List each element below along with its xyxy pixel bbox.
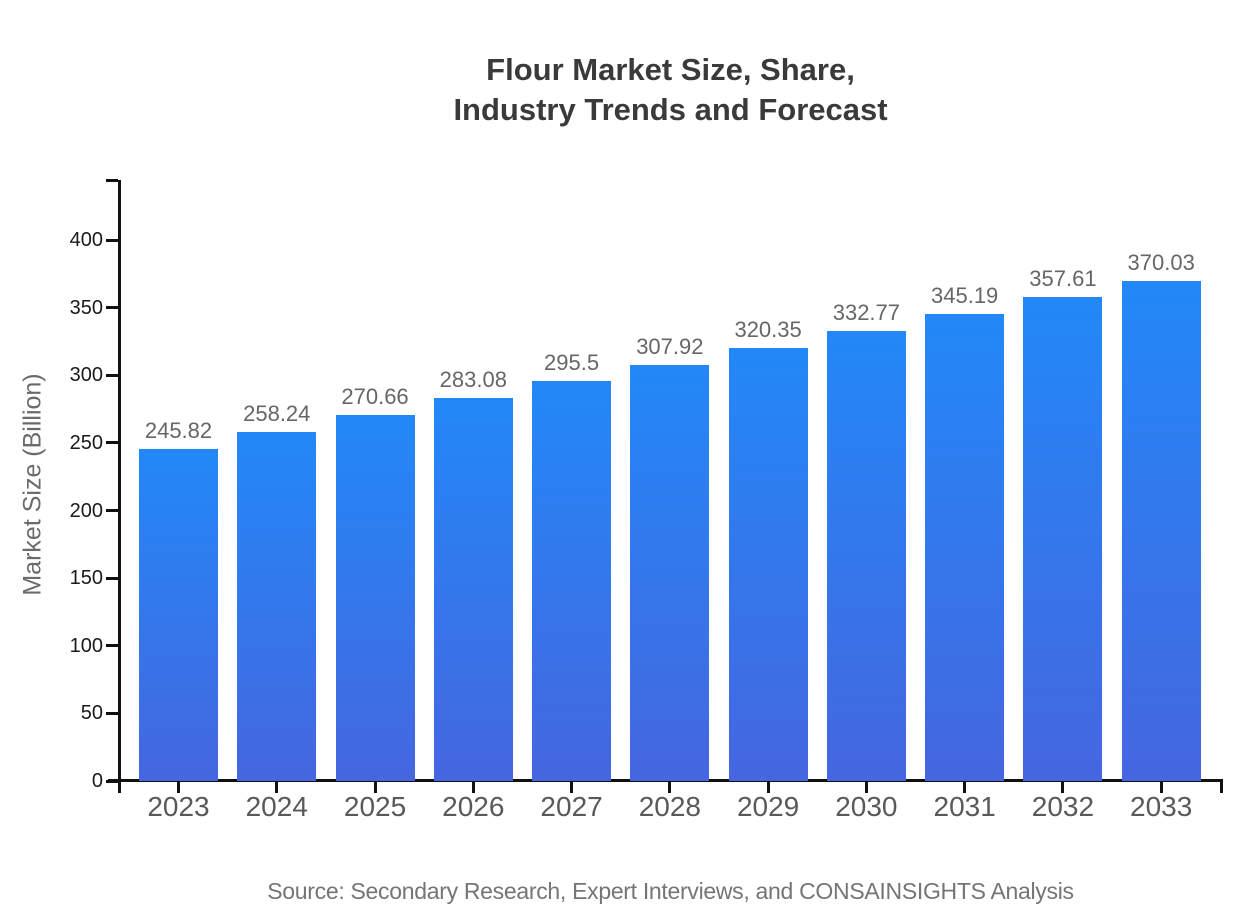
bar-2028 [630, 364, 710, 781]
y-tick-label: 200 [69, 499, 103, 522]
x-tick-mark [177, 781, 180, 793]
y-tick-mark [106, 576, 118, 580]
y-tick-label: 0 [91, 770, 103, 792]
x-tick-label: 2030 [835, 791, 898, 822]
bar-value-label: 332.77 [832, 299, 901, 325]
y-axis-top-cap [106, 179, 118, 182]
x-tick-mark [1159, 781, 1163, 793]
y-tick-label: 300 [69, 364, 103, 387]
x-tick-label: 2031 [933, 791, 996, 822]
bar-value-label: 345.19 [931, 283, 999, 309]
x-tick-mark [766, 781, 770, 793]
bar-2025 [335, 414, 415, 781]
bar-value-label: 295.5 [544, 350, 600, 376]
y-tick-mark [106, 373, 118, 377]
x-tick-label: 2024 [245, 791, 308, 822]
y-tick-mark [106, 238, 118, 242]
x-tick-mark [275, 781, 279, 793]
bar-value-label: 357.61 [1029, 266, 1097, 292]
y-tick-label: 400 [69, 229, 103, 251]
y-tick-mark [106, 306, 118, 310]
bar-2027 [532, 381, 612, 781]
bar-value-label: 283.08 [439, 367, 507, 393]
source-caption: Source: Secondary Research, Expert Inter… [267, 878, 1074, 904]
x-tick-label: 2032 [1031, 791, 1095, 822]
x-tick-label: 2023 [147, 791, 210, 822]
bar-2031 [925, 314, 1005, 781]
bar-2030 [826, 330, 906, 781]
bar-2029 [728, 347, 808, 781]
bar-value-label: 370.03 [1127, 249, 1195, 275]
x-tick-mark [373, 781, 377, 793]
x-tick-label: 2033 [1130, 791, 1193, 822]
bar-2026 [433, 398, 513, 781]
chart-title-line-2: Industry Trends and Forecast [453, 92, 888, 127]
x-axis-end-cap [1220, 781, 1223, 793]
y-tick-mark [106, 441, 118, 445]
y-axis-line [118, 180, 121, 792]
x-tick-mark [471, 781, 475, 793]
bar-2033 [1121, 280, 1201, 781]
x-tick-label: 2028 [638, 791, 701, 822]
x-tick-mark [963, 781, 967, 793]
x-tick-mark [668, 781, 672, 793]
y-tick-mark [106, 711, 118, 715]
y-tick-label: 350 [69, 296, 103, 319]
x-tick-label: 2026 [442, 791, 505, 822]
bar-value-label: 270.66 [341, 383, 409, 409]
y-tick-label: 50 [80, 702, 103, 725]
x-tick-mark [864, 781, 868, 793]
bar-2032 [1023, 297, 1103, 781]
bar-2024 [237, 431, 317, 781]
bar-value-label: 245.82 [144, 417, 213, 443]
x-axis-corner-tick [118, 781, 121, 793]
x-tick-mark [1061, 781, 1065, 793]
bar-value-label: 307.92 [636, 333, 704, 359]
bar-2023 [139, 448, 218, 781]
y-tick-label: 250 [69, 431, 103, 454]
y-tick-mark [106, 779, 118, 783]
bar-value-label: 320.35 [734, 316, 802, 342]
chart-title-line-1: Flour Market Size, Share, [486, 52, 855, 87]
y-tick-label: 150 [69, 567, 103, 590]
chart-title: Flour Market Size, Share, Industry Trends… [120, 50, 1221, 130]
y-tick-mark [106, 509, 118, 512]
bar-value-label: 258.24 [243, 400, 311, 426]
y-tick-label: 100 [69, 634, 103, 657]
x-tick-label: 2025 [343, 791, 407, 822]
x-tick-label: 2027 [540, 791, 603, 822]
x-tick-mark [570, 781, 574, 793]
x-tick-label: 2029 [736, 791, 800, 822]
y-tick-mark [106, 644, 118, 648]
